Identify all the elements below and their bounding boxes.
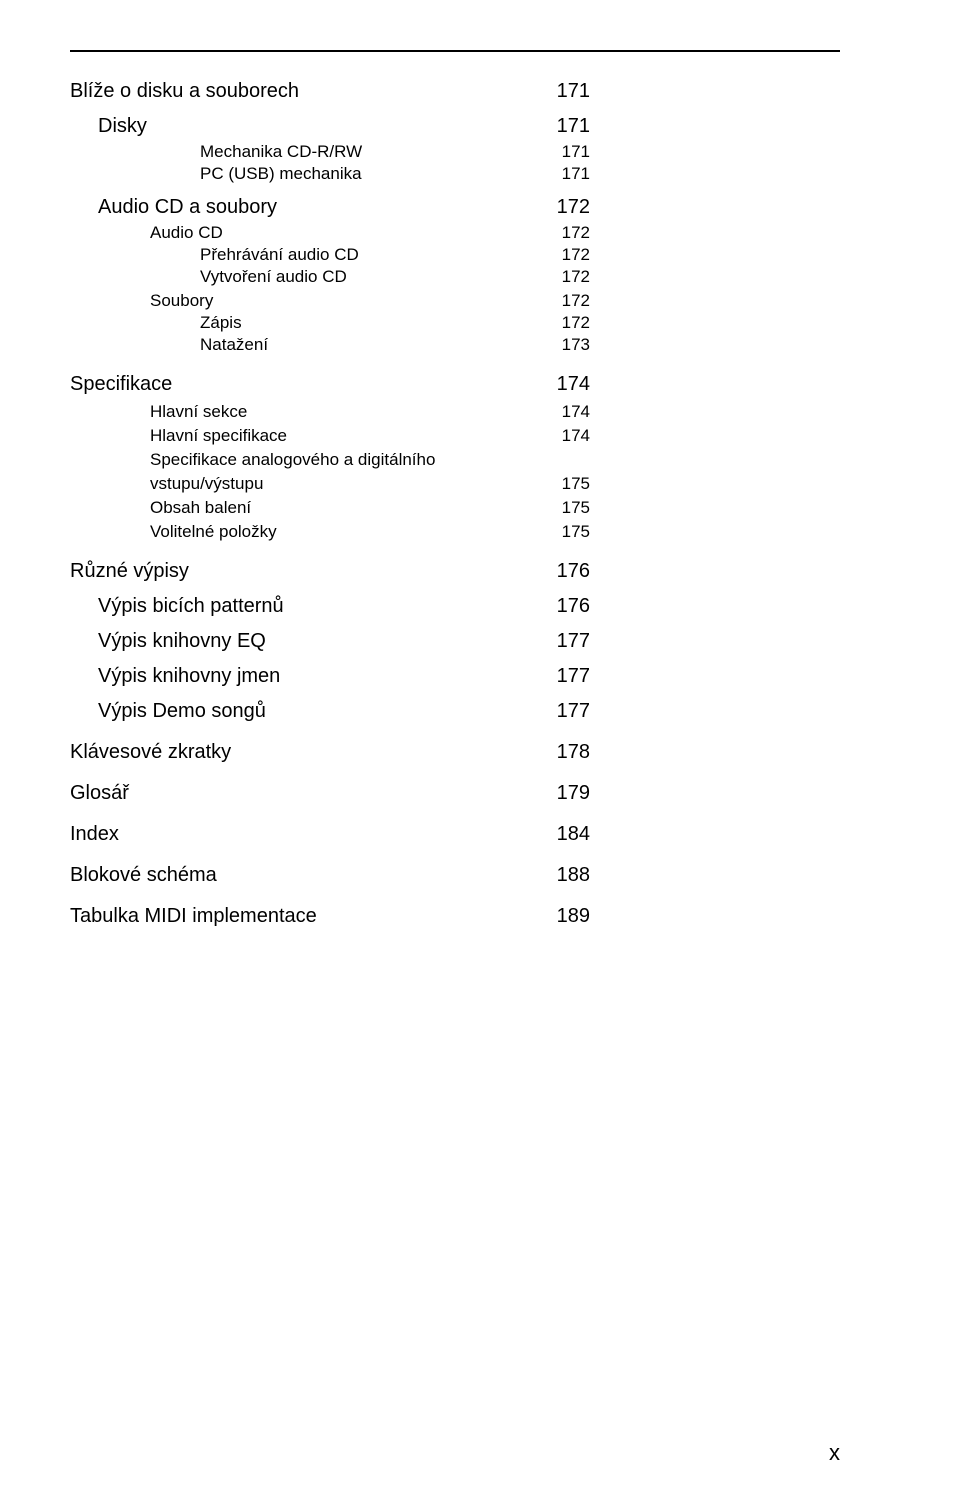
toc-page-number: 171 [562, 164, 590, 184]
toc-label: vstupu/výstupu [150, 474, 263, 494]
toc-label: Disky [98, 115, 147, 138]
toc-entry: Specifikace 174 [70, 373, 590, 396]
toc-page-number: 172 [562, 245, 590, 265]
toc-label: Hlavní specifikace [150, 426, 287, 446]
toc-label: Specifikace analogového a digitálního [150, 450, 435, 470]
toc-label: Audio CD a soubory [98, 196, 277, 219]
toc-entry: Natažení 173 [70, 335, 590, 355]
toc-entry: Klávesové zkratky 178 [70, 741, 590, 764]
toc-page-number: 177 [557, 665, 590, 688]
toc-entry: Různé výpisy 176 [70, 560, 590, 583]
toc-label: Klávesové zkratky [70, 741, 231, 764]
toc-page-number: 172 [562, 223, 590, 243]
toc-page-number: 171 [557, 80, 590, 103]
toc-page-number: 172 [557, 196, 590, 219]
toc-entry: Audio CD 172 [70, 223, 590, 243]
toc-page-number: 184 [557, 823, 590, 846]
toc-page-number: 172 [562, 313, 590, 333]
toc-entry: Disky 171 [70, 115, 590, 138]
toc-entry-continuation: vstupu/výstupu 175 [70, 474, 590, 494]
toc-entry: Tabulka MIDI implementace 189 [70, 905, 590, 928]
toc-label: Blokové schéma [70, 864, 217, 887]
toc-label: Obsah balení [150, 498, 251, 518]
toc-label: PC (USB) mechanika [200, 164, 362, 184]
toc-label: Specifikace [70, 373, 172, 396]
toc-label: Audio CD [150, 223, 223, 243]
toc-page-number: 172 [562, 291, 590, 311]
toc-entry: Index 184 [70, 823, 590, 846]
toc-entry: Výpis knihovny EQ 177 [70, 630, 590, 653]
toc-label: Mechanika CD-R/RW [200, 142, 362, 162]
toc-entry: Volitelné položky 175 [70, 522, 590, 542]
toc-entry: Hlavní specifikace 174 [70, 426, 590, 446]
toc-entry: Vytvoření audio CD 172 [70, 267, 590, 287]
toc-page-number: 177 [557, 700, 590, 723]
toc-entry: Zápis 172 [70, 313, 590, 333]
toc-label: Glosář [70, 782, 129, 805]
toc-page-number: 177 [557, 630, 590, 653]
toc-page-number: 171 [562, 142, 590, 162]
toc-entry: Výpis knihovny jmen 177 [70, 665, 590, 688]
toc-page-number: 172 [562, 267, 590, 287]
toc-label: Index [70, 823, 119, 846]
toc-entry: Přehrávání audio CD 172 [70, 245, 590, 265]
toc-label: Výpis bicích patternů [98, 595, 284, 618]
toc-page-number: 174 [562, 426, 590, 446]
toc-label: Různé výpisy [70, 560, 189, 583]
toc-entry: PC (USB) mechanika 171 [70, 164, 590, 184]
toc-entry: Soubory 172 [70, 291, 590, 311]
toc-label: Natažení [200, 335, 268, 355]
toc-label: Výpis knihovny EQ [98, 630, 266, 653]
toc-entry: Výpis Demo songů 177 [70, 700, 590, 723]
toc-page-number: 176 [557, 595, 590, 618]
toc-page-number: 175 [562, 522, 590, 542]
page-footer: x [829, 1440, 840, 1466]
toc-label: Hlavní sekce [150, 402, 247, 422]
toc-page-number: 178 [557, 741, 590, 764]
table-of-contents: Blíže o disku a souborech171Disky171Mech… [70, 80, 590, 928]
toc-entry: Mechanika CD-R/RW 171 [70, 142, 590, 162]
toc-entry: Obsah balení 175 [70, 498, 590, 518]
toc-page-number: 189 [557, 905, 590, 928]
toc-label: Volitelné položky [150, 522, 277, 542]
toc-label: Soubory [150, 291, 213, 311]
toc-page-number: 175 [562, 498, 590, 518]
toc-label: Výpis knihovny jmen [98, 665, 280, 688]
toc-page-number: 188 [557, 864, 590, 887]
top-rule [70, 50, 840, 52]
toc-label: Přehrávání audio CD [200, 245, 359, 265]
toc-entry: Výpis bicích patternů 176 [70, 595, 590, 618]
toc-label: Výpis Demo songů [98, 700, 266, 723]
toc-entry: Hlavní sekce 174 [70, 402, 590, 422]
toc-page-number: 176 [557, 560, 590, 583]
toc-entry: Glosář 179 [70, 782, 590, 805]
toc-page-number: 174 [562, 402, 590, 422]
toc-entry: Blokové schéma 188 [70, 864, 590, 887]
toc-label: Blíže o disku a souborech [70, 80, 299, 103]
toc-entry: Specifikace analogového a digitálního [70, 450, 590, 470]
toc-page-number: 173 [562, 335, 590, 355]
page: Blíže o disku a souborech171Disky171Mech… [0, 0, 960, 1506]
toc-page-number: 175 [562, 474, 590, 494]
toc-label: Vytvoření audio CD [200, 267, 347, 287]
toc-page-number: 171 [557, 115, 590, 138]
toc-label: Tabulka MIDI implementace [70, 905, 317, 928]
toc-entry: Audio CD a soubory 172 [70, 196, 590, 219]
toc-page-number: 179 [557, 782, 590, 805]
toc-entry: Blíže o disku a souborech 171 [70, 80, 590, 103]
toc-page-number: 174 [557, 373, 590, 396]
toc-label: Zápis [200, 313, 242, 333]
